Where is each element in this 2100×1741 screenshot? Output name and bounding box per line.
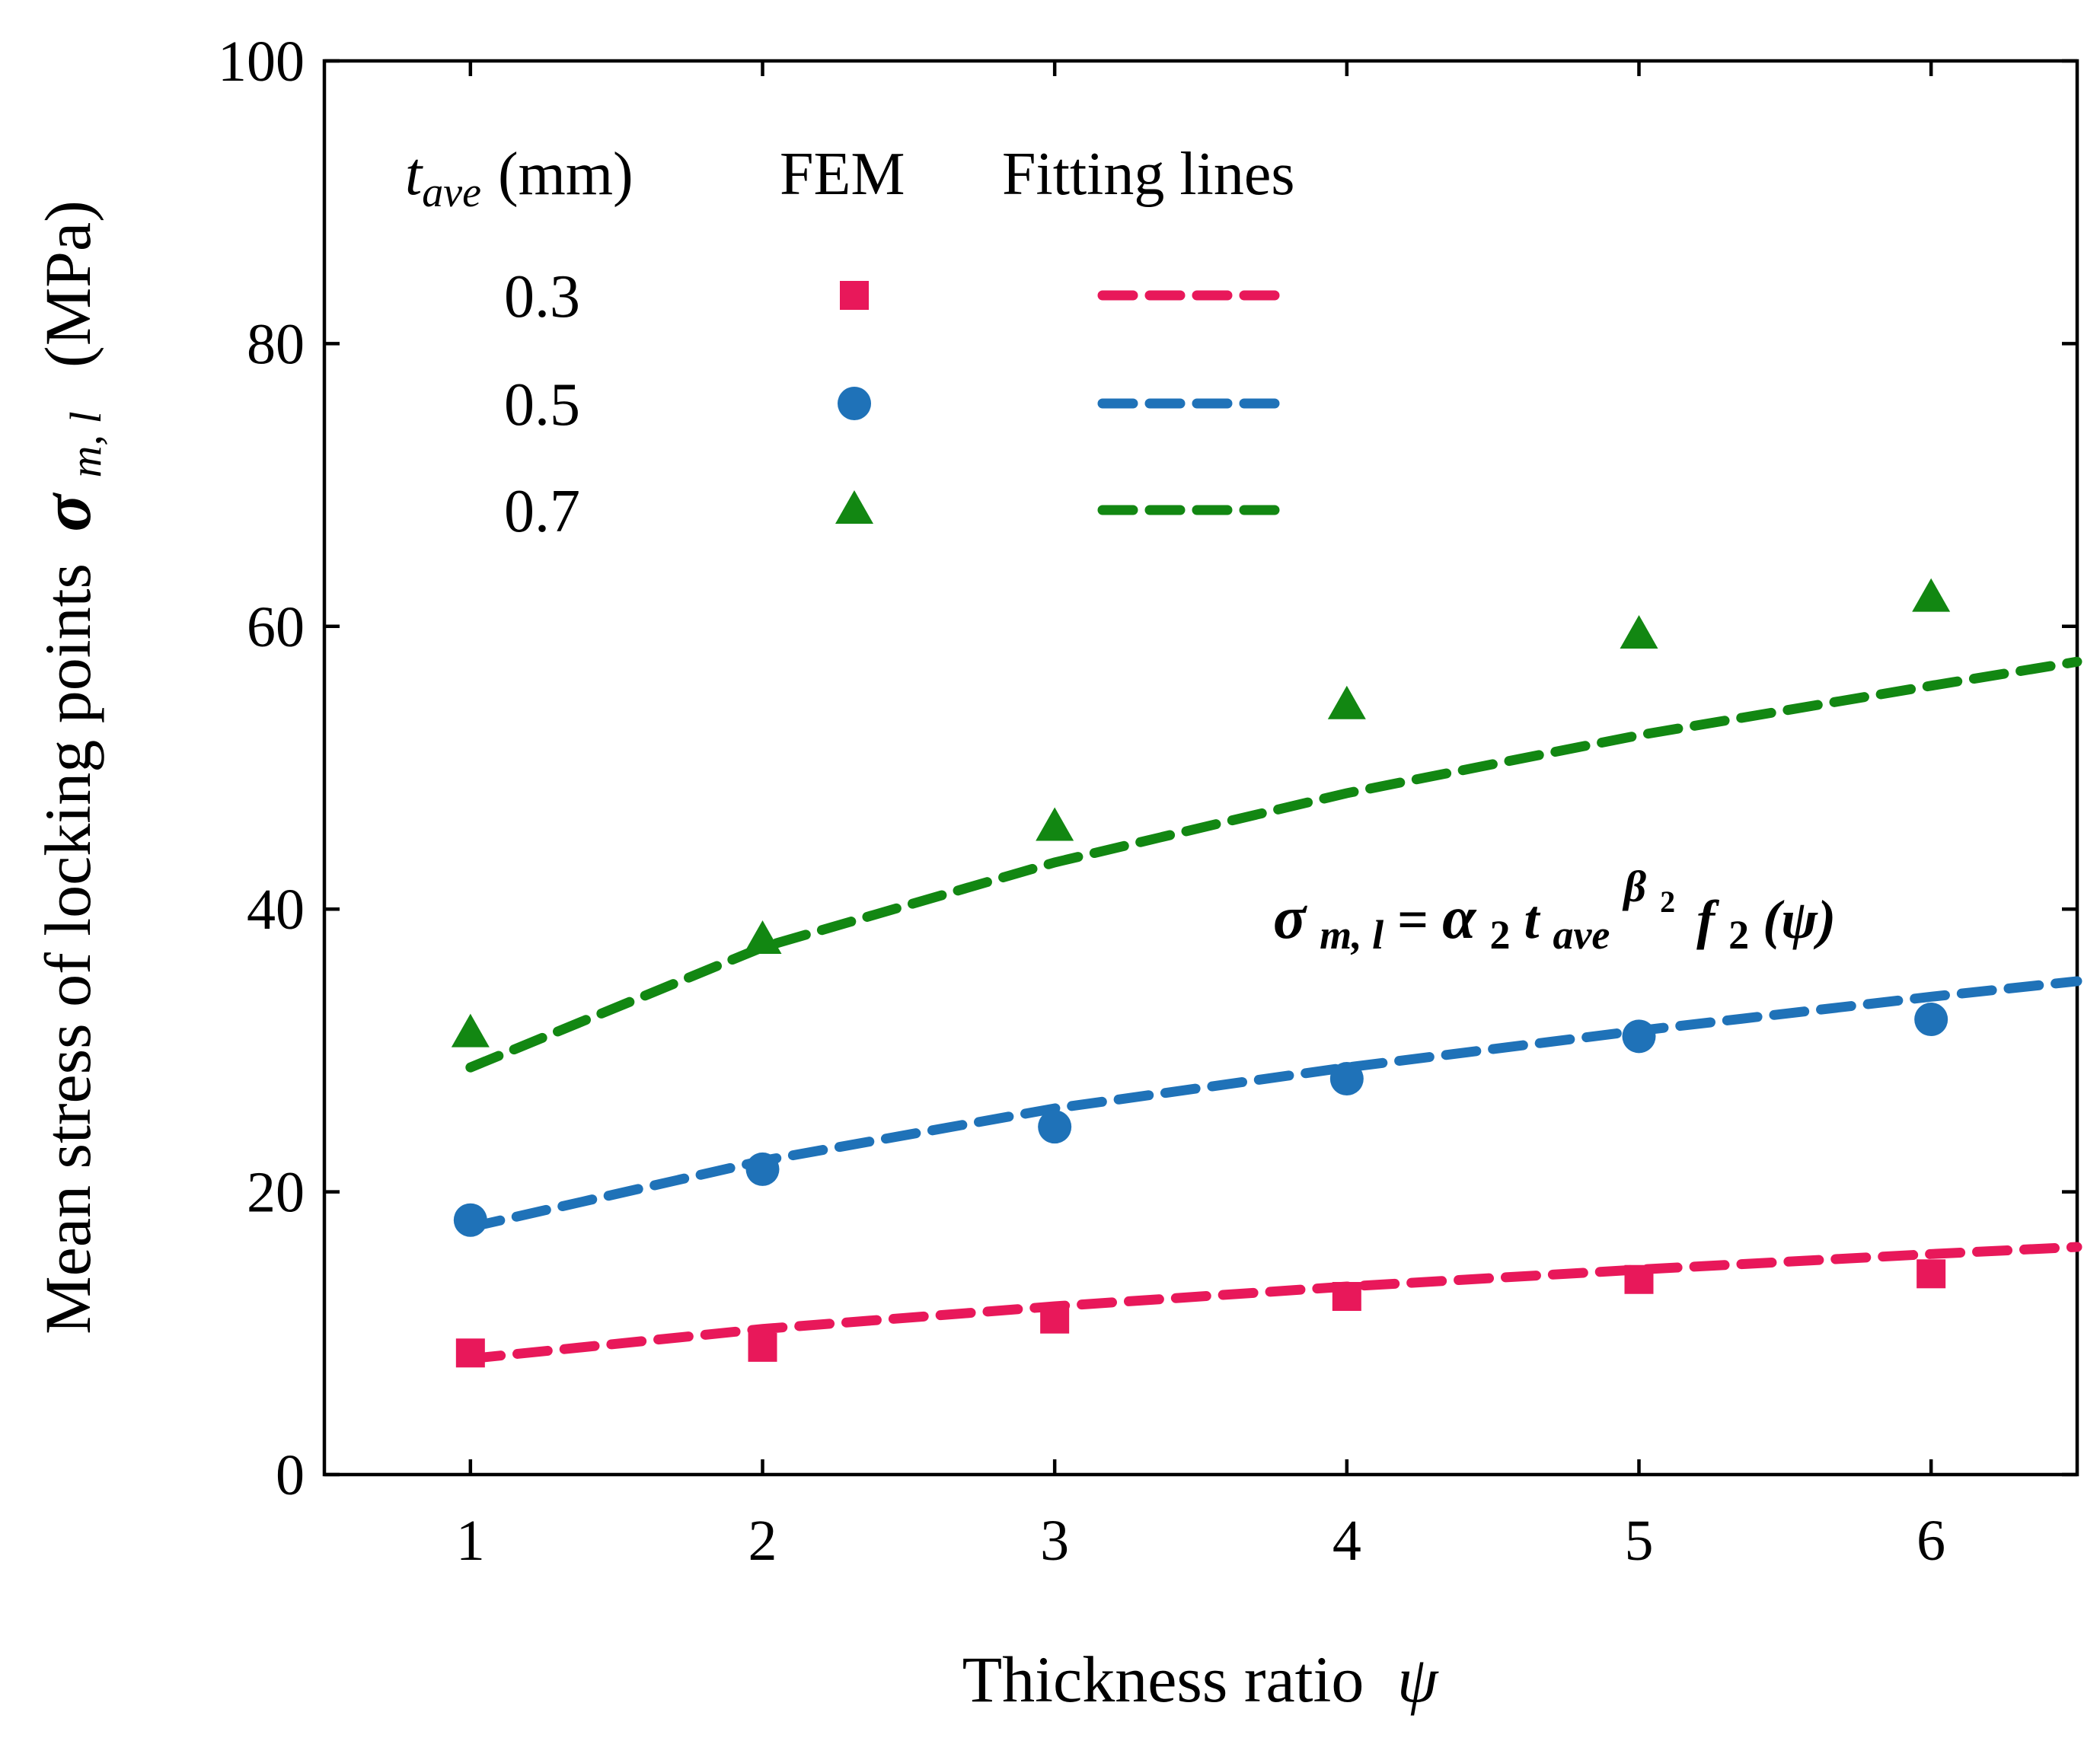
fem-point-0.5	[1622, 1019, 1656, 1054]
x-tick-label: 5	[1625, 1509, 1654, 1573]
fem-markers	[451, 578, 1951, 1368]
fem-point-0.7	[451, 1013, 490, 1047]
fem-point-0.5	[1038, 1110, 1072, 1144]
fem-point-0.3	[1040, 1304, 1070, 1334]
legend-marker-0.3	[840, 281, 869, 310]
fem-point-0.7	[1912, 578, 1951, 612]
y-axis-title-text: Mean stress of locking points	[31, 563, 104, 1334]
fem-point-0.3	[1332, 1282, 1361, 1312]
x-tick-label: 2	[748, 1509, 777, 1573]
y-tick-label: 60	[247, 595, 305, 659]
formula-lhs-sub: m, l	[1320, 912, 1384, 958]
legend-header-symbol: t	[405, 141, 423, 208]
legend-header-fem: FEM	[780, 141, 905, 208]
y-tick-label: 0	[276, 1443, 305, 1507]
fit-line-0.3	[465, 1242, 2082, 1364]
legend-header-unit: (mm)	[498, 141, 634, 208]
y-axis-symbol-sub: m, l	[61, 411, 110, 477]
legend-label-0.5: 0.5	[504, 371, 580, 438]
formula-alpha-sub: 2	[1489, 912, 1510, 958]
legend-header-fit: Fitting lines	[1002, 141, 1295, 208]
formula-alpha: α	[1442, 885, 1477, 952]
x-axis-title-text: Thickness ratio	[962, 1643, 1364, 1716]
legend-header-tave: tave (mm)	[405, 141, 634, 216]
fem-point-0.7	[743, 920, 782, 955]
formula-f-sub: 2	[1728, 912, 1749, 958]
y-tick-label: 20	[247, 1161, 305, 1225]
fem-point-0.5	[453, 1203, 487, 1237]
fitting-lines	[465, 656, 2082, 1364]
legend-label-0.7: 0.7	[504, 478, 580, 545]
fem-point-0.3	[1916, 1259, 1946, 1289]
fem-point-0.7	[1327, 685, 1366, 719]
plot-frame	[322, 59, 2079, 1477]
y-axis-title: Mean stress of locking points σ m, l (MP…	[27, 200, 115, 1334]
legend-marker-0.5	[838, 387, 871, 420]
legend-header-symbol-sub: ave	[422, 169, 481, 216]
x-tick-label: 1	[456, 1509, 485, 1573]
legend-label-0.3: 0.3	[504, 263, 580, 330]
formula-t: t	[1524, 889, 1540, 950]
y-tick-label: 100	[218, 30, 305, 94]
fem-point-0.3	[455, 1338, 485, 1368]
formula-beta: β	[1622, 862, 1646, 911]
formula-arg: (ψ)	[1763, 889, 1836, 950]
fem-point-0.5	[745, 1152, 780, 1186]
x-axis-symbol: ψ	[1397, 1643, 1439, 1716]
x-tick-label: 4	[1332, 1509, 1361, 1573]
formula-beta-sub: 2	[1660, 885, 1675, 919]
x-axis-title: Thickness ratio ψ	[962, 1643, 1439, 1716]
fem-point-0.5	[1914, 1003, 1948, 1037]
legend: tave (mm) FEM Fitting lines 0.3 0.5 0.7	[405, 141, 1295, 545]
fem-point-0.3	[748, 1332, 777, 1362]
formula-eq: =	[1397, 889, 1428, 950]
fem-point-0.7	[1036, 807, 1074, 841]
y-tick-label: 40	[247, 878, 305, 942]
formula-lhs: σ	[1273, 885, 1307, 952]
y-axis-symbol: σ	[27, 493, 105, 532]
formula-annotation: σ m, l = α 2 t ave β 2 f 2 (ψ)	[1273, 853, 1836, 961]
fem-point-0.5	[1329, 1062, 1364, 1096]
y-axis-unit: (MPa)	[31, 200, 104, 368]
formula-f: f	[1696, 889, 1719, 950]
x-tick-label: 6	[1916, 1509, 1945, 1573]
x-tick-label: 3	[1040, 1509, 1069, 1573]
formula-t-sub: ave	[1553, 912, 1610, 958]
fem-point-0.3	[1624, 1264, 1654, 1294]
fem-point-0.7	[1620, 614, 1658, 649]
legend-marker-0.7	[835, 490, 873, 524]
y-tick-label: 80	[247, 312, 305, 376]
fit-line-0.5	[465, 976, 2082, 1232]
